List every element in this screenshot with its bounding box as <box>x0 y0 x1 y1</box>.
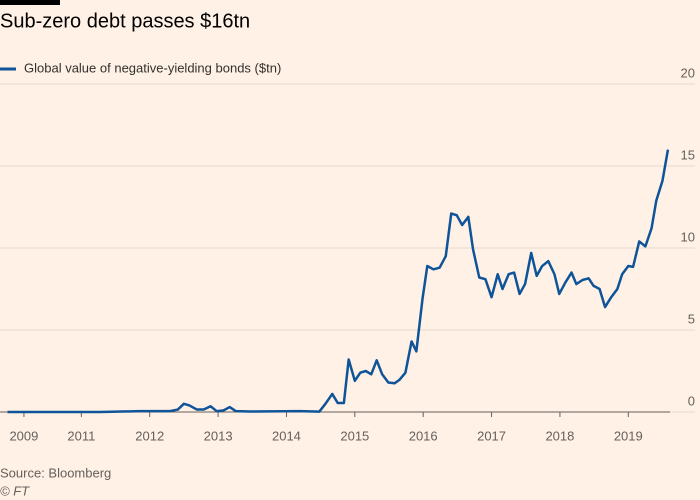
x-tick-label: 2014 <box>272 428 301 443</box>
x-tick-label: 2011 <box>67 428 95 443</box>
x-tick-label: 2016 <box>409 428 438 443</box>
data-line <box>7 149 670 414</box>
x-tick-label: 2009 <box>9 428 38 443</box>
x-tick-label: 2018 <box>545 428 574 443</box>
x-tick-label: 2017 <box>477 428 506 443</box>
y-tick-label: 15 <box>681 147 695 162</box>
y-tick-label: 10 <box>681 229 695 244</box>
x-tick-label: 2019 <box>614 428 643 443</box>
source: Source: Bloomberg <box>0 465 111 480</box>
credit: © FT <box>0 483 30 498</box>
chart-title: Sub-zero debt passes $16tn <box>0 10 250 32</box>
y-tick-label: 0 <box>688 393 695 408</box>
legend-label: Global value of negative-yielding bonds … <box>24 60 281 75</box>
x-tick-label: 2012 <box>135 428 164 443</box>
x-tick-label: 2013 <box>204 428 233 443</box>
y-tick-label: 5 <box>688 311 695 326</box>
x-tick-label: 2015 <box>340 428 369 443</box>
brand-bar <box>0 0 60 5</box>
y-tick-label: 20 <box>681 65 695 80</box>
